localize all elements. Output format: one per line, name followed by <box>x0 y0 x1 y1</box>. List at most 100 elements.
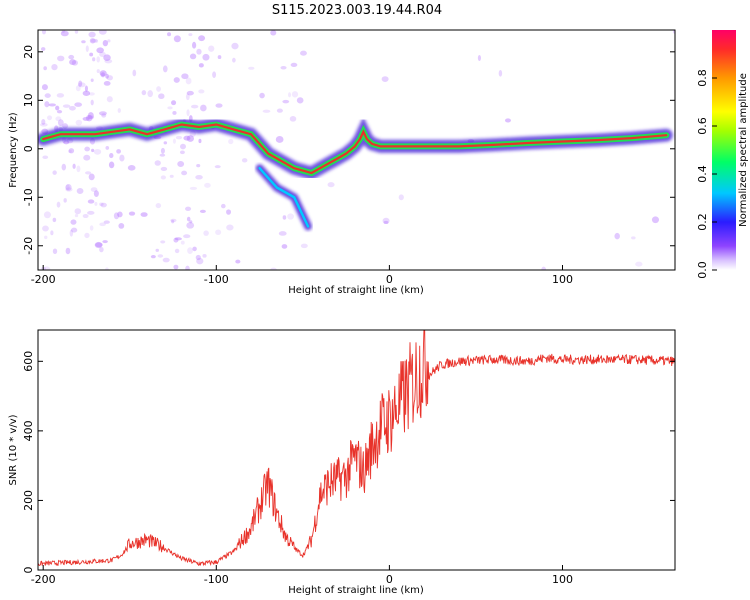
scatter-point <box>89 52 94 57</box>
scatter-point <box>231 42 239 50</box>
scatter-point <box>174 248 180 254</box>
scatter-point <box>65 247 71 255</box>
scatter-point <box>162 257 170 263</box>
scatter-point <box>226 209 232 215</box>
scatter-point <box>57 55 65 62</box>
spectrogram-x-axis-label: Height of straight line (km) <box>288 285 424 296</box>
x-tick-label: -100 <box>204 273 229 286</box>
scatter-point <box>189 53 197 60</box>
spectrogram-y-ticks: 20 10 0 -10 -20 <box>22 45 675 255</box>
scatter-point <box>82 116 90 121</box>
y-tick-label: 400 <box>22 420 35 441</box>
scatter-point <box>74 102 83 107</box>
scatter-point <box>147 90 153 98</box>
scatter-point <box>116 149 121 154</box>
scatter-point <box>89 225 94 231</box>
scatter-point <box>118 222 125 229</box>
scatter-point <box>167 32 172 37</box>
scatter-point <box>82 90 91 96</box>
scatter-point <box>204 182 211 188</box>
scatter-point <box>281 244 288 249</box>
scatter-point <box>185 93 190 101</box>
scatter-point <box>191 104 199 109</box>
scatter-point <box>99 246 104 253</box>
scatter-point <box>87 210 95 215</box>
scatter-point <box>196 257 204 265</box>
scatter-point <box>248 66 255 70</box>
scatter-point <box>52 248 58 255</box>
scatter-point <box>259 92 265 99</box>
scatter-point <box>43 266 51 270</box>
scatter-point <box>383 220 389 225</box>
scatter-point <box>69 59 77 66</box>
scatter-point <box>159 153 166 157</box>
scatter-point <box>157 254 164 258</box>
scatter-point <box>93 148 102 155</box>
scatter-point <box>50 230 54 236</box>
scatter-point <box>65 184 72 191</box>
snr-series-line <box>38 330 675 567</box>
scatter-point <box>70 227 78 233</box>
scatter-point <box>84 232 90 239</box>
scatter-point <box>186 109 190 117</box>
scatter-point <box>99 222 106 227</box>
scatter-point <box>83 154 91 161</box>
scatter-point <box>195 254 201 261</box>
scatter-point <box>217 55 222 60</box>
scatter-point <box>186 135 194 142</box>
scatter-point <box>177 160 185 167</box>
scatter-point <box>62 104 71 108</box>
scatter-point <box>278 231 287 236</box>
scatter-point <box>185 77 192 85</box>
snr-y-ticks: 0 200 400 600 <box>22 351 675 574</box>
scatter-point <box>101 113 107 118</box>
scatter-point <box>215 229 222 236</box>
scatter-point <box>105 73 109 79</box>
scatter-point <box>69 106 76 111</box>
scatter-point <box>74 208 82 215</box>
scatter-point <box>290 62 298 68</box>
scatter-point <box>282 99 290 104</box>
scatter-point <box>498 70 503 77</box>
scatter-point <box>160 166 168 172</box>
scatter-point <box>183 135 191 141</box>
scatter-point <box>102 240 108 244</box>
y-tick-label: -10 <box>22 188 35 206</box>
spectrogram-y-axis-label: Frequency (Hz) <box>8 112 19 188</box>
scatter-point <box>63 140 70 145</box>
scatter-point <box>170 218 177 223</box>
y-tick-label: 0 <box>22 567 35 574</box>
scatter-point <box>382 217 390 224</box>
scatter-point <box>103 81 111 86</box>
scatter-point <box>192 41 197 49</box>
spectrogram-frame <box>37 29 676 271</box>
scatter-point <box>196 164 201 168</box>
scatter-point <box>88 31 96 38</box>
scatter-point <box>208 45 215 52</box>
scatter-point <box>107 39 111 43</box>
scatter-point <box>175 135 183 140</box>
scatter-point <box>62 123 69 129</box>
scatter-point <box>87 115 95 120</box>
scatter-point <box>90 187 98 192</box>
scatter-point <box>101 72 106 78</box>
scatter-point <box>89 38 96 44</box>
scatter-point <box>181 73 189 80</box>
scatter-point <box>93 190 99 197</box>
scatter-point <box>195 174 203 180</box>
scatter-point <box>94 241 103 249</box>
scatter-point <box>196 48 202 55</box>
colorbar-ticks: 0.0 0.2 0.4 0.6 0.8 <box>696 69 717 279</box>
scatter-point <box>41 118 46 125</box>
scatter-point <box>90 78 94 82</box>
scatter-point <box>141 90 147 96</box>
scatter-point <box>173 237 179 243</box>
scatter-point <box>87 199 95 204</box>
scatter-point <box>85 114 93 122</box>
scatter-point <box>198 138 202 144</box>
scatter-point <box>180 143 186 150</box>
scatter-point <box>188 33 193 37</box>
snr-panel: -200 -100 0 100 0 200 400 600 Height of straig… <box>8 329 676 596</box>
scatter-point <box>75 119 83 126</box>
